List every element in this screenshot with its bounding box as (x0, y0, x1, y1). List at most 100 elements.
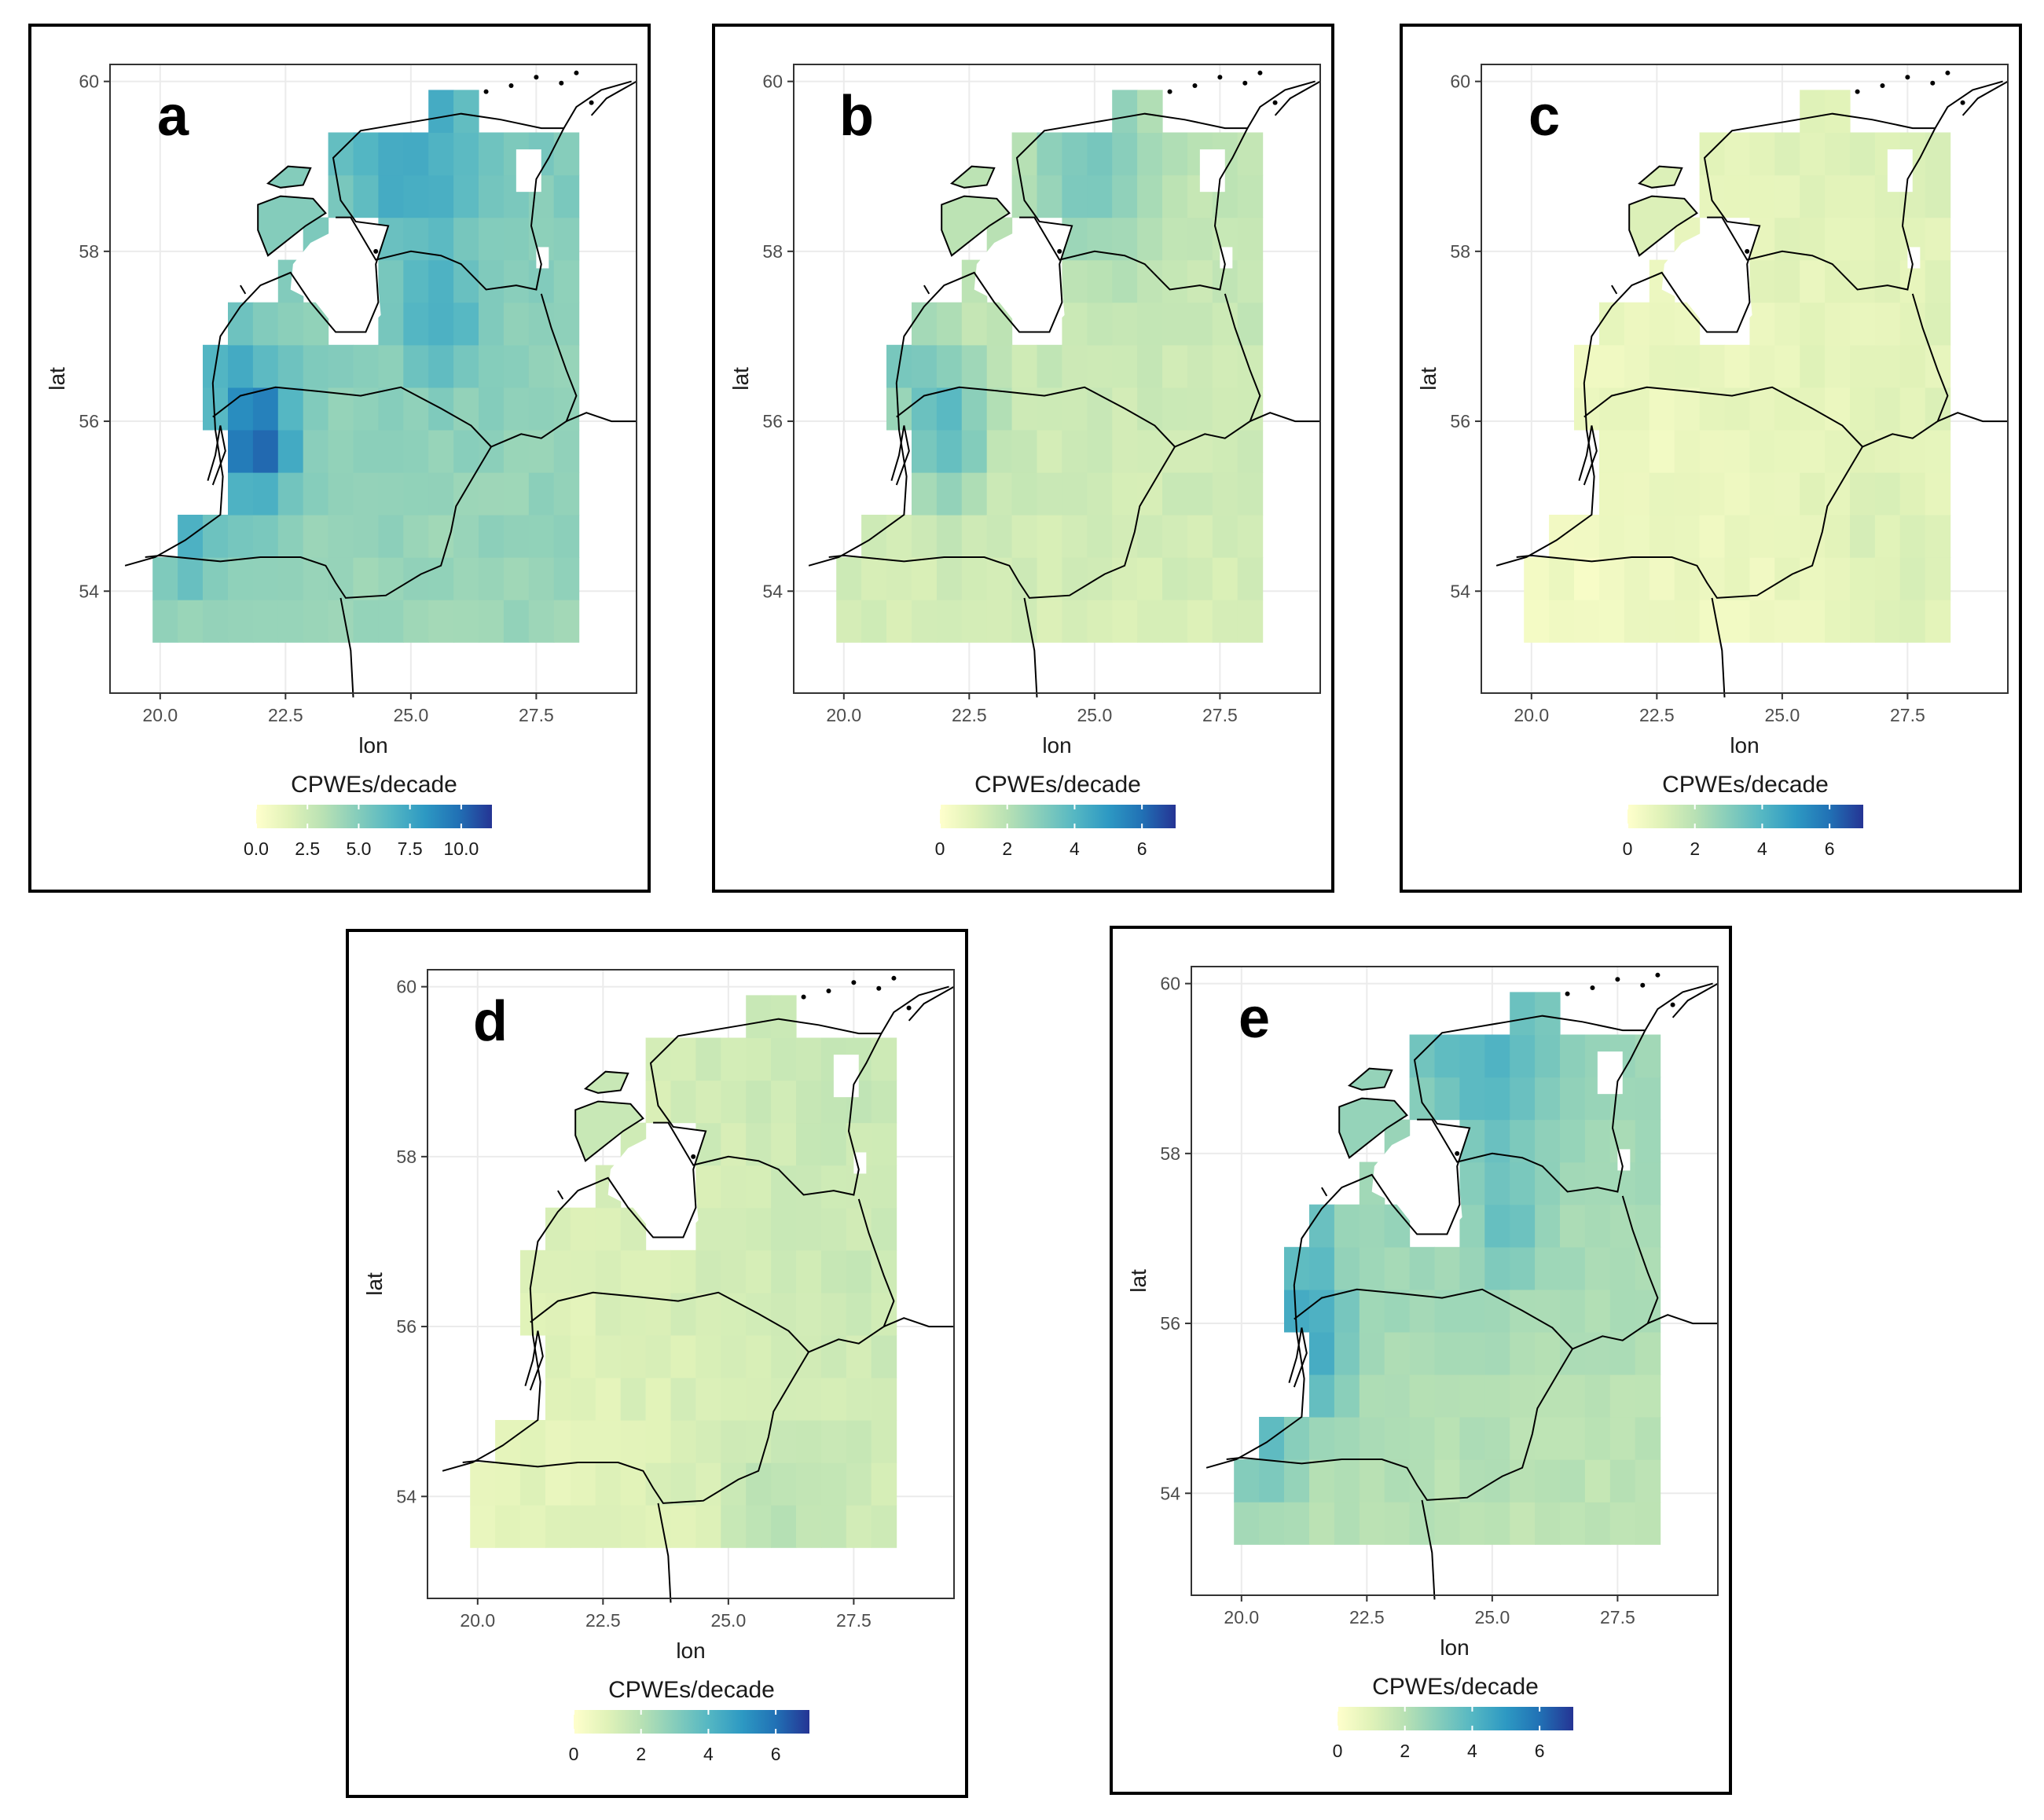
heatmap-cell (1384, 1289, 1411, 1333)
heatmap-cell (1137, 472, 1163, 516)
legend-tick-label: 2.5 (295, 838, 320, 859)
heatmap-cell (252, 344, 279, 388)
heatmap-cell (1037, 429, 1062, 473)
heatmap-cell (1899, 472, 1926, 516)
heatmap-cell (871, 1165, 897, 1209)
map-lines (124, 80, 637, 698)
x-tick-label: 25.0 (1077, 705, 1112, 725)
heatmap-cell (1484, 1161, 1510, 1205)
heatmap-cell (1635, 1417, 1661, 1460)
y-tick-label: 58 (762, 241, 783, 262)
heatmap-cell (277, 302, 304, 346)
y-axis-title: lat (1126, 1269, 1150, 1293)
heatmap-cell (1635, 1331, 1661, 1375)
y-tick-label: 60 (762, 72, 783, 92)
islet (1257, 70, 1263, 75)
heatmap-cell (1484, 1417, 1510, 1460)
heatmap-cell (1825, 217, 1851, 261)
heatmap-cell (645, 1505, 672, 1548)
heatmap-cell (453, 429, 479, 473)
heatmap-cell (303, 515, 329, 558)
heatmap-cell (1187, 217, 1213, 261)
heatmap-cell (1309, 1246, 1335, 1290)
heatmap-cell (1584, 1119, 1611, 1163)
heatmap-cell (1699, 600, 1726, 643)
islet (559, 80, 564, 86)
y-axis-title: lat (45, 367, 69, 391)
heatmap-cell (1434, 1077, 1460, 1121)
heatmap-cell (645, 1420, 672, 1463)
heatmap-cell (1309, 1417, 1335, 1460)
heatmap-cell (1037, 600, 1062, 643)
heatmap-cell (378, 557, 404, 600)
heatmap-cell (670, 1334, 696, 1378)
heatmap-cell (503, 217, 530, 261)
heatmap-cell (1549, 557, 1575, 600)
y-tick-label: 56 (1450, 411, 1470, 431)
heatmap-cell (503, 302, 530, 346)
heatmap-cell (771, 1249, 797, 1293)
heatmap-cell (328, 472, 354, 516)
heatmap-cell (570, 1420, 596, 1463)
heatmap-cell (1825, 387, 1851, 431)
heatmap-cell (871, 1080, 897, 1124)
heatmap-cell (936, 600, 963, 643)
heatmap-cell (1599, 600, 1625, 643)
y-tick-label: 54 (396, 1486, 417, 1506)
heatmap-cell (1409, 1502, 1436, 1545)
heatmap-cell (1724, 429, 1750, 473)
heatmap-cell (303, 557, 329, 600)
heatmap-cell (1037, 515, 1062, 558)
heatmap-cell (1384, 1502, 1411, 1545)
heatmap-cell (328, 515, 354, 558)
islet (1565, 991, 1570, 996)
heatmap-cell (886, 600, 912, 643)
legend-tick-label: 4 (703, 1744, 714, 1764)
curonian-spit (1288, 1327, 1308, 1388)
heatmap-cell (553, 302, 580, 346)
gulf-of-riga (1661, 222, 1760, 336)
heatmap-cell (670, 1292, 696, 1336)
panel-d-frame: 20.0 22.5 25.0 27.5 54 56 58 60 lon lat d CPWEs/dec… (346, 929, 968, 1798)
heatmap-cell (1850, 174, 1876, 218)
heatmap-cells (1234, 992, 1661, 1545)
heatmap-cell (1011, 557, 1038, 600)
heatmap-cell (1584, 1161, 1611, 1205)
heatmap-cell (1674, 557, 1701, 600)
heatmap-cell (695, 1377, 721, 1421)
heatmap-cell (428, 259, 454, 303)
panel-label: c (1528, 85, 1560, 148)
islet (508, 83, 514, 89)
heatmap-cell (1535, 1459, 1561, 1503)
heatmap-cell (1850, 132, 1876, 176)
heatmap-cell (453, 302, 479, 346)
heatmap-cell (403, 344, 429, 388)
heatmap-cell (796, 1080, 822, 1124)
heatmap-cell (595, 1207, 622, 1251)
map-lines (808, 80, 1321, 698)
heatmap-cell (912, 515, 938, 558)
heatmap-cell (695, 1462, 721, 1506)
heatmap-cell (479, 515, 505, 558)
heatmap-cell (378, 259, 404, 303)
heatmap-cell (1284, 1417, 1310, 1460)
heatmap-cell (428, 174, 454, 218)
heatmap-cell (846, 1505, 872, 1548)
heatmap-cell (936, 302, 963, 346)
x-tick-label: 20.0 (1224, 1607, 1259, 1627)
heatmap-cell (1187, 259, 1213, 303)
heatmap-cell (1774, 302, 1800, 346)
heatmap-cell (820, 1462, 847, 1506)
panel-label: b (839, 85, 874, 148)
heatmap-cell (871, 1207, 897, 1251)
heatmap-cell (1535, 1077, 1561, 1121)
heatmap-cell (1624, 302, 1650, 346)
country-border (1611, 284, 1618, 295)
legend-tick-label: 0 (1623, 838, 1633, 859)
heatmap-cell (1062, 344, 1088, 388)
country-border (1583, 293, 1949, 448)
lake-peipus (833, 1055, 859, 1098)
heatmap-cell (1510, 1374, 1536, 1418)
heatmap-cell (479, 344, 505, 388)
heatmap-cell (453, 132, 479, 176)
